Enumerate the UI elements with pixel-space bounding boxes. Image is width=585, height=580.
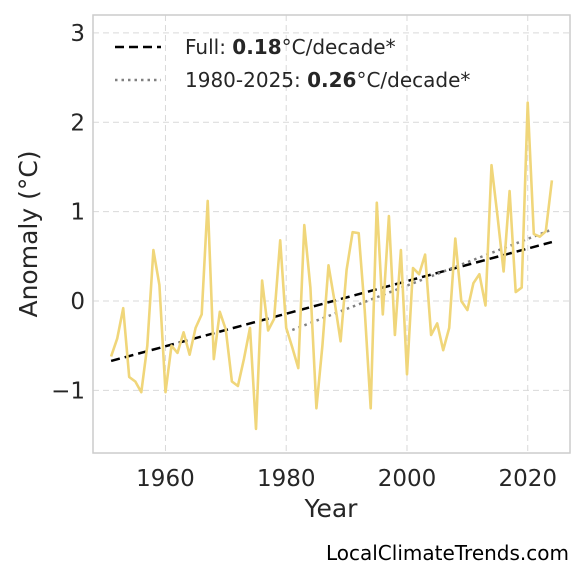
y-axis-label: Anomaly (°C) xyxy=(14,150,43,317)
x-tick-label-2020: 2020 xyxy=(498,466,557,492)
legend-recent-value: 0.26 xyxy=(307,68,356,92)
trend-line-0 xyxy=(110,240,553,363)
legend-entry-recent: 1980-2025: 0.26°C/decade* xyxy=(185,68,470,92)
y-tick-label-3: 2 xyxy=(70,110,85,136)
trend-line-1 xyxy=(285,228,553,334)
legend-entry-full: Full: 0.18°C/decade* xyxy=(185,35,396,59)
x-tick-label-1980: 1980 xyxy=(257,466,316,492)
x-tick-label-1960: 1960 xyxy=(136,466,195,492)
plot-background xyxy=(93,15,570,453)
series xyxy=(109,101,554,431)
series-line-0 xyxy=(109,101,554,431)
legend-full-suffix: °C/decade* xyxy=(282,35,396,59)
y-tick-label-1: 0 xyxy=(70,289,85,315)
legend-recent-suffix: °C/decade* xyxy=(356,68,470,92)
x-tick-labels: 1960 1980 2000 2020 xyxy=(136,466,557,492)
y-tick-label-4: 3 xyxy=(70,21,85,47)
legend-recent-prefix: 1980-2025: xyxy=(185,68,307,92)
x-tick-label-2000: 2000 xyxy=(378,466,437,492)
trend-lines xyxy=(110,228,553,363)
legend-full-value: 0.18 xyxy=(232,35,281,59)
y-tick-label-2: 1 xyxy=(70,200,85,226)
legend-full-prefix: Full: xyxy=(185,35,232,59)
y-tick-label-0: −1 xyxy=(51,378,85,404)
x-axis-label: Year xyxy=(304,494,359,523)
plot-frame xyxy=(92,14,571,454)
y-tick-labels: −1 0 1 2 3 xyxy=(51,21,85,405)
legend: Full: 0.18°C/decade* 1980-2025: 0.26°C/d… xyxy=(115,35,470,92)
credit-label: LocalClimateTrends.com xyxy=(326,541,569,565)
